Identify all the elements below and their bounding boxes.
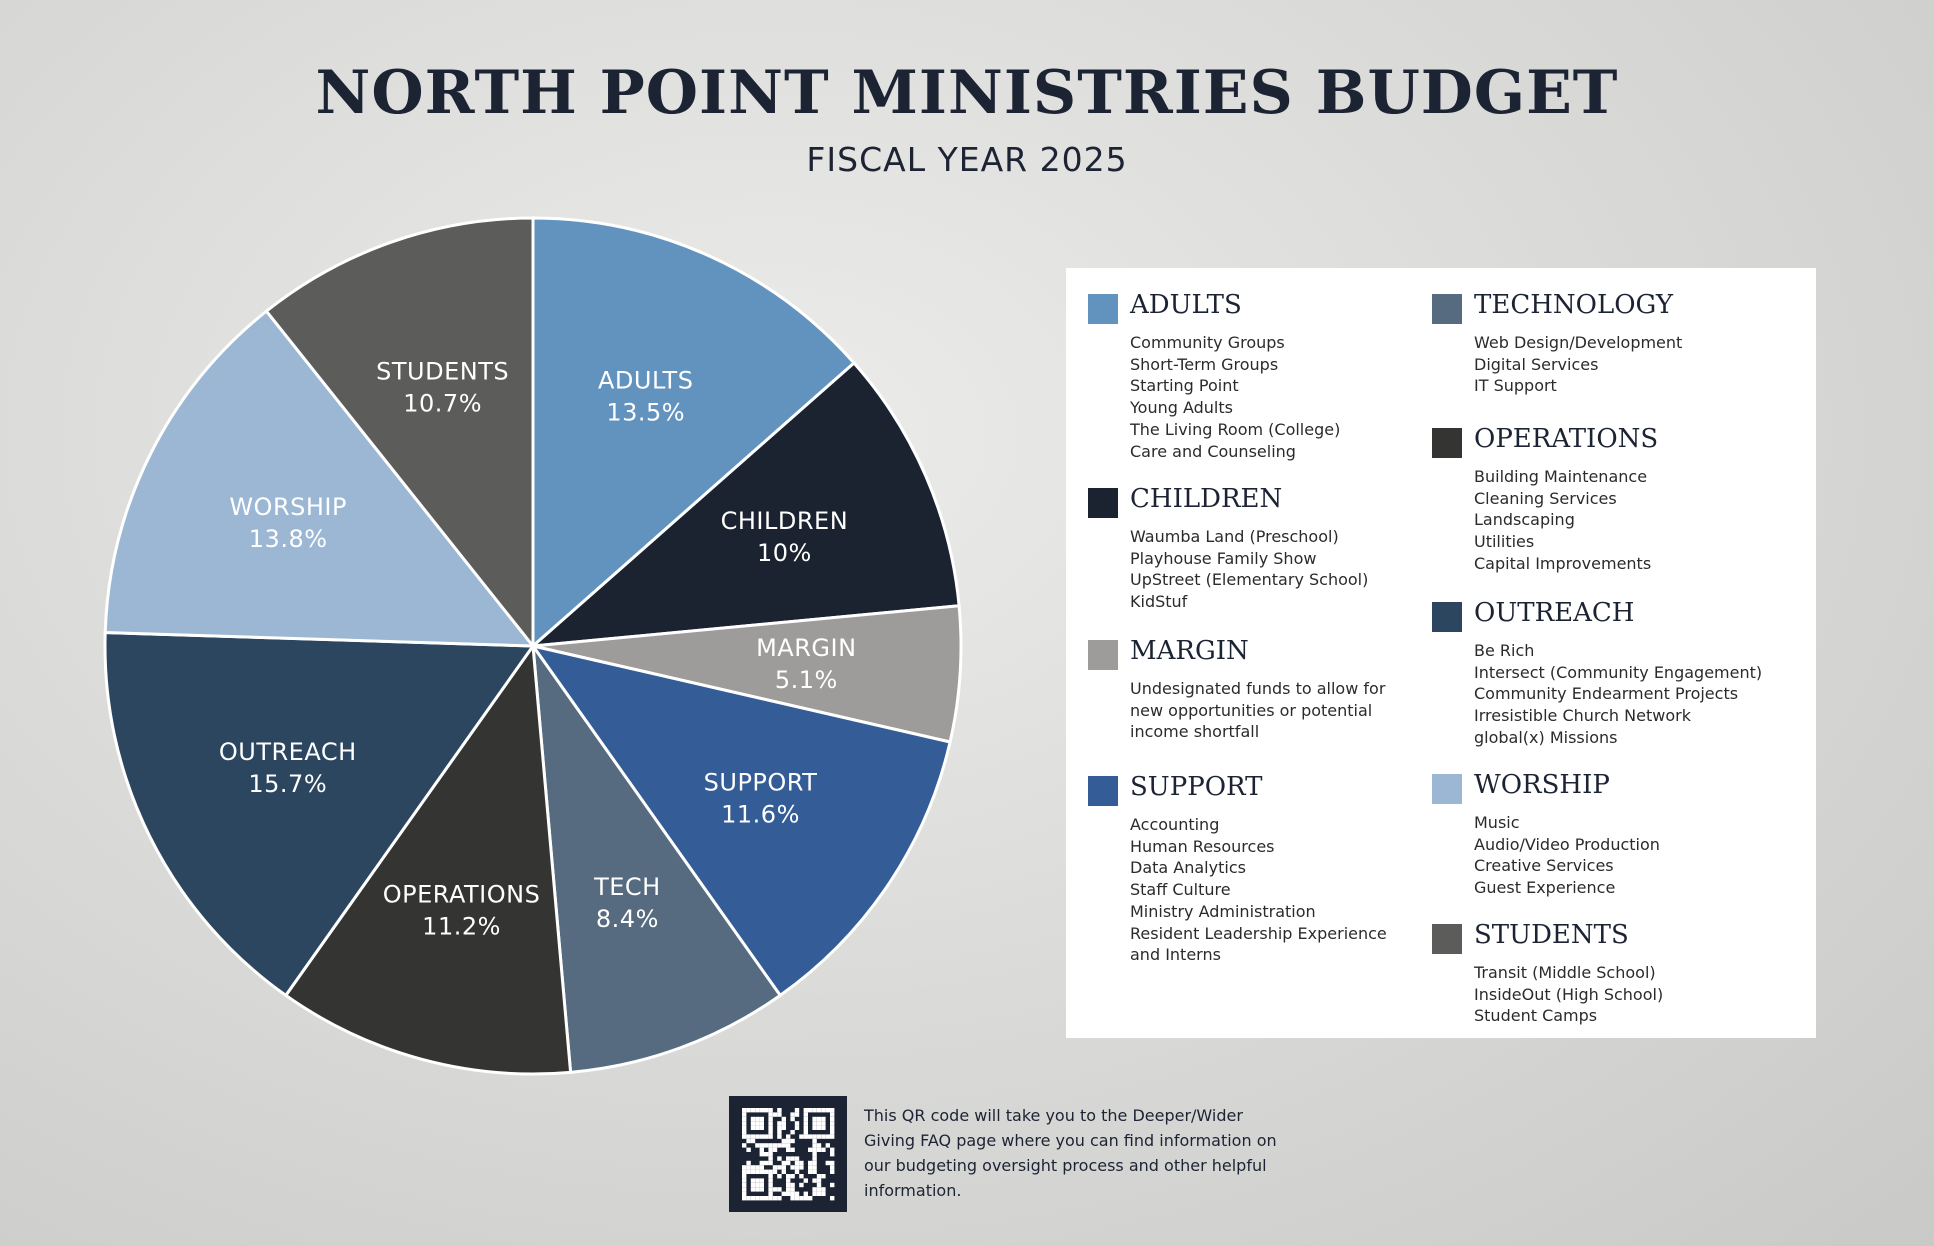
qr-description: This QR code will take you to the Deeper… — [864, 1106, 1277, 1200]
legend-items: Transit (Middle School) InsideOut (High … — [1474, 962, 1663, 1027]
legend-item: and Interns — [1130, 945, 1221, 965]
legend-item: KidStuf — [1130, 592, 1188, 612]
pie-slice-worship — [103, 309, 537, 648]
pie-slice-outreach — [103, 631, 536, 998]
legend-item: Care and Counseling — [1130, 441, 1296, 461]
slice-value: 11.2% — [422, 912, 501, 940]
legend-swatch — [1432, 774, 1462, 804]
legend-item: The Living Room (College) — [1130, 419, 1341, 439]
legend-panel: ADULTS Community Groups Short-Term Group… — [1066, 268, 1816, 1038]
legend-item: Intersect (Community Engagement) — [1474, 662, 1763, 682]
slice-label: TECH — [593, 873, 661, 901]
legend-item: InsideOut (High School) — [1474, 984, 1664, 1004]
slice-label: WORSHIP — [229, 493, 347, 521]
legend-title: OUTREACH — [1474, 598, 1635, 628]
slice-value: 5.1% — [775, 666, 838, 694]
legend-title: STUDENTS — [1474, 920, 1629, 950]
qr-code-icon[interactable] — [729, 1096, 847, 1212]
legend-item: global(x) Missions — [1474, 727, 1618, 747]
legend-item: Starting Point — [1130, 376, 1239, 396]
legend-item: Creative Services — [1474, 856, 1614, 876]
legend-items: Music Audio/Video Production Creative Se… — [1474, 812, 1660, 899]
legend-item: Playhouse Family Show — [1130, 548, 1317, 568]
legend-item: Short-Term Groups — [1130, 354, 1279, 374]
legend-item: Building Maintenance — [1474, 467, 1648, 486]
legend-item: Data Analytics — [1130, 858, 1246, 878]
pie-slice-adults — [531, 216, 857, 650]
slice-value: 15.7% — [248, 770, 327, 798]
slice-value: 8.4% — [596, 905, 659, 933]
slice-label: STUDENTS — [376, 357, 509, 385]
legend-item: Student Camps — [1474, 1006, 1598, 1026]
legend-items: Waumba Land (Preschool) Playhouse Family… — [1130, 526, 1368, 613]
legend-item: Waumba Land (Preschool) — [1130, 527, 1339, 546]
legend-item: Utilities — [1474, 532, 1535, 552]
legend-item: Audio/Video Production — [1474, 834, 1660, 854]
page-subtitle: FISCAL YEAR 2025 — [806, 140, 1128, 179]
page-title: NORTH POINT MINISTRIES BUDGET — [315, 58, 1619, 128]
legend-title: CHILDREN — [1130, 484, 1283, 514]
slice-value: 10% — [757, 539, 812, 567]
legend-title: WORSHIP — [1474, 770, 1610, 800]
slice-label: ADULTS — [598, 366, 693, 394]
slice-value: 13.8% — [249, 525, 328, 553]
legend-item: Landscaping — [1474, 510, 1575, 530]
legend-title: MARGIN — [1130, 636, 1249, 666]
qr-code-graphic — [742, 1108, 835, 1201]
slice-value: 11.6% — [721, 801, 800, 829]
legend-item: Transit (Middle School) — [1474, 963, 1656, 982]
legend-item: Digital Services — [1474, 354, 1599, 374]
pie-slice-support — [529, 643, 952, 998]
legend-items: Accounting Human Resources Data Analytic… — [1130, 814, 1387, 966]
legend-item: Community Groups — [1130, 333, 1285, 352]
legend-item: Music — [1474, 813, 1520, 832]
legend-title: OPERATIONS — [1474, 424, 1659, 454]
legend-items: Building Maintenance Cleaning Services L… — [1474, 466, 1651, 575]
slice-label: CHILDREN — [721, 507, 849, 535]
slice-label: OUTREACH — [219, 738, 357, 766]
legend-title: SUPPORT — [1130, 772, 1263, 802]
slice-label: MARGIN — [756, 634, 856, 662]
legend-swatch — [1432, 602, 1462, 632]
legend-swatch — [1088, 488, 1118, 518]
legend-item: UpStreet (Elementary School) — [1130, 570, 1369, 590]
pie-slice-tech — [531, 640, 783, 1074]
legend-item: Accounting — [1130, 815, 1220, 834]
pie-slice-operations — [283, 641, 573, 1076]
legend-item: Young Adults — [1130, 398, 1233, 418]
legend-item: Staff Culture — [1130, 880, 1231, 900]
legend-swatch — [1088, 294, 1118, 324]
legend-title: ADULTS — [1130, 290, 1242, 320]
legend-item: Be Rich — [1474, 641, 1535, 660]
legend-title: TECHNOLOGY — [1474, 290, 1674, 320]
legend-item: Resident Leadership Experience — [1130, 923, 1387, 943]
legend-item: IT Support — [1474, 376, 1557, 396]
legend-items: Community Groups Short-Term Groups Start… — [1130, 332, 1340, 462]
legend-swatch — [1432, 294, 1462, 324]
legend-item: Cleaning Services — [1474, 488, 1617, 508]
legend-item: Human Resources — [1130, 836, 1275, 856]
legend-items: Web Design/Development Digital Services … — [1474, 332, 1682, 397]
legend-swatch — [1088, 776, 1118, 806]
legend-item: Guest Experience — [1474, 878, 1616, 898]
legend-description: Undesignated funds to allow for new oppo… — [1130, 679, 1386, 742]
slice-value: 10.7% — [403, 389, 482, 417]
legend-item: Web Design/Development — [1474, 333, 1683, 352]
slice-label: SUPPORT — [704, 769, 818, 797]
legend-swatch — [1088, 640, 1118, 670]
legend-swatch — [1432, 428, 1462, 458]
pie-slice-children — [528, 360, 961, 648]
pie-slice-students — [264, 216, 535, 651]
slice-value: 13.5% — [606, 398, 685, 426]
slice-label: OPERATIONS — [383, 880, 541, 908]
legend-swatch — [1432, 924, 1462, 954]
legend-item: Ministry Administration — [1130, 901, 1316, 921]
legend-items: Be Rich Intersect (Community Engagement)… — [1474, 640, 1762, 749]
legend-item: Irresistible Church Network — [1474, 706, 1691, 726]
legend-item: Capital Improvements — [1474, 553, 1652, 573]
legend-item: Community Endearment Projects — [1474, 684, 1739, 704]
